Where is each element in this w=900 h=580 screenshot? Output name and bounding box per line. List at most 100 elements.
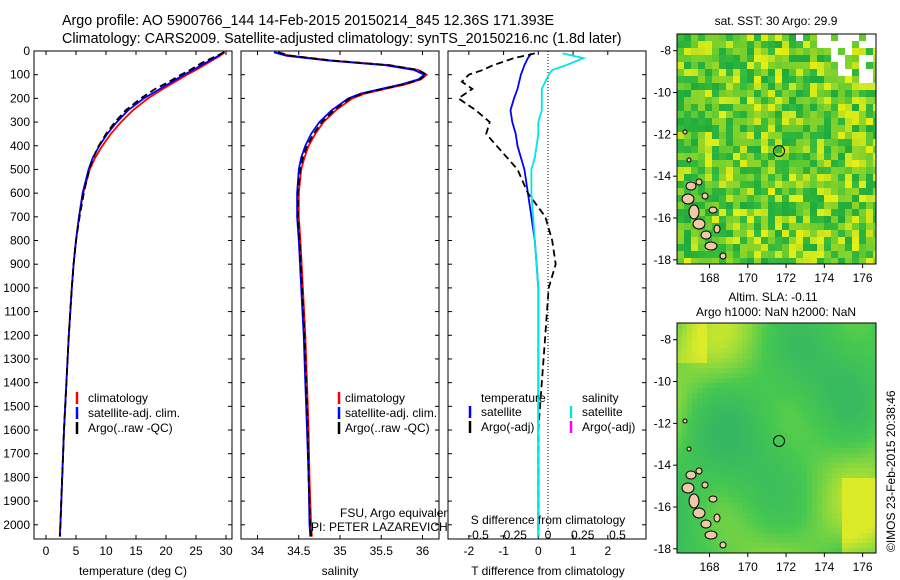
sla-cell — [722, 423, 727, 428]
sst-cell — [754, 174, 761, 181]
sst-cell — [831, 237, 838, 244]
sla-cell — [717, 543, 722, 548]
sst-cell — [733, 76, 740, 83]
sla-cell — [687, 403, 692, 408]
sla-cell — [782, 333, 787, 338]
sst-cell — [761, 83, 768, 90]
sla-cell — [862, 503, 867, 508]
sst-cell — [698, 188, 705, 195]
sla-cell — [847, 383, 852, 388]
sla-cell — [762, 543, 767, 548]
sst-cell — [684, 202, 691, 209]
sla-cell — [767, 498, 772, 503]
sst-cell — [691, 244, 698, 251]
sla-cell — [747, 463, 752, 468]
sla-cell — [847, 448, 852, 453]
sst-cell — [852, 111, 859, 118]
sla-cell — [767, 448, 772, 453]
sla-cell — [852, 493, 857, 498]
sst-cell — [852, 62, 859, 69]
sst-cell — [691, 251, 698, 258]
sst-cell — [810, 97, 817, 104]
sst-cell — [803, 153, 810, 160]
sla-cell — [727, 533, 732, 538]
sst-cell — [740, 69, 747, 76]
x-tick-label: 35 — [333, 544, 347, 558]
depth-tick-label: 1300 — [3, 352, 30, 366]
sla-cell — [777, 348, 782, 353]
sla-cell — [827, 403, 832, 408]
sla-cell — [677, 458, 682, 463]
sla-cell — [707, 478, 712, 483]
sla-cell — [862, 518, 867, 523]
sst-cell — [761, 69, 768, 76]
sla-cell — [722, 383, 727, 388]
sla-argo-location-marker — [773, 435, 785, 447]
sla-cell — [772, 448, 777, 453]
sla-cell — [692, 543, 697, 548]
sst-cell — [754, 244, 761, 251]
sla-cell — [857, 383, 862, 388]
sla-cell — [682, 348, 687, 353]
sst-cell — [831, 230, 838, 237]
sla-cell — [862, 543, 867, 548]
sla-cell — [762, 348, 767, 353]
sst-cell — [803, 202, 810, 209]
sla-cell — [757, 398, 762, 403]
sla-cell — [687, 413, 692, 418]
sla-cell — [762, 448, 767, 453]
sla-cell — [782, 378, 787, 383]
sst-cell — [768, 202, 775, 209]
sst-cell — [740, 230, 747, 237]
sla-cell — [862, 368, 867, 373]
island-shape — [719, 541, 727, 549]
sla-cell — [857, 433, 862, 438]
sla-cell — [862, 333, 867, 338]
sla-cell — [842, 398, 847, 403]
sla-cell — [822, 513, 827, 518]
sst-cell — [852, 237, 859, 244]
sst-cell — [859, 146, 866, 153]
sst-cell — [775, 160, 782, 167]
sla-cell — [837, 523, 842, 528]
sla-cell — [762, 468, 767, 473]
sla-cell — [697, 388, 702, 393]
sst-cell — [810, 111, 817, 118]
sla-cell — [702, 503, 707, 508]
sst-cell — [740, 160, 747, 167]
sla-cell — [777, 498, 782, 503]
sla-cell — [862, 458, 867, 463]
sst-cell — [677, 125, 684, 132]
sla-cell — [807, 523, 812, 528]
sst-cell — [684, 118, 691, 125]
sst-cell — [782, 153, 789, 160]
sla-cell — [817, 498, 822, 503]
sst-cell — [859, 118, 866, 125]
sst-cell — [733, 258, 740, 264]
sla-cell — [747, 418, 752, 423]
sla-cell — [687, 513, 692, 518]
sla-cell — [752, 528, 757, 533]
sst-cell — [719, 153, 726, 160]
sla-cell — [692, 488, 697, 493]
sla-cell — [832, 328, 837, 333]
sla-cell — [872, 348, 876, 353]
sla-cell — [867, 403, 872, 408]
sla-cell — [697, 518, 702, 523]
sla-cell — [682, 543, 687, 548]
sst-cell — [761, 90, 768, 97]
sla-cell — [707, 538, 712, 543]
sla-cell — [792, 548, 797, 553]
sla-cell — [772, 488, 777, 493]
sla-cell — [687, 428, 692, 433]
sst-cell — [684, 258, 691, 264]
sla-cell — [747, 493, 752, 498]
sst-cell — [810, 223, 817, 230]
sst-cell — [817, 111, 824, 118]
sst-cell — [761, 181, 768, 188]
sla-cell — [842, 513, 847, 518]
sla-cell — [767, 343, 772, 348]
sst-cell — [817, 139, 824, 146]
sla-cell — [752, 388, 757, 393]
sst-cell — [852, 188, 859, 195]
